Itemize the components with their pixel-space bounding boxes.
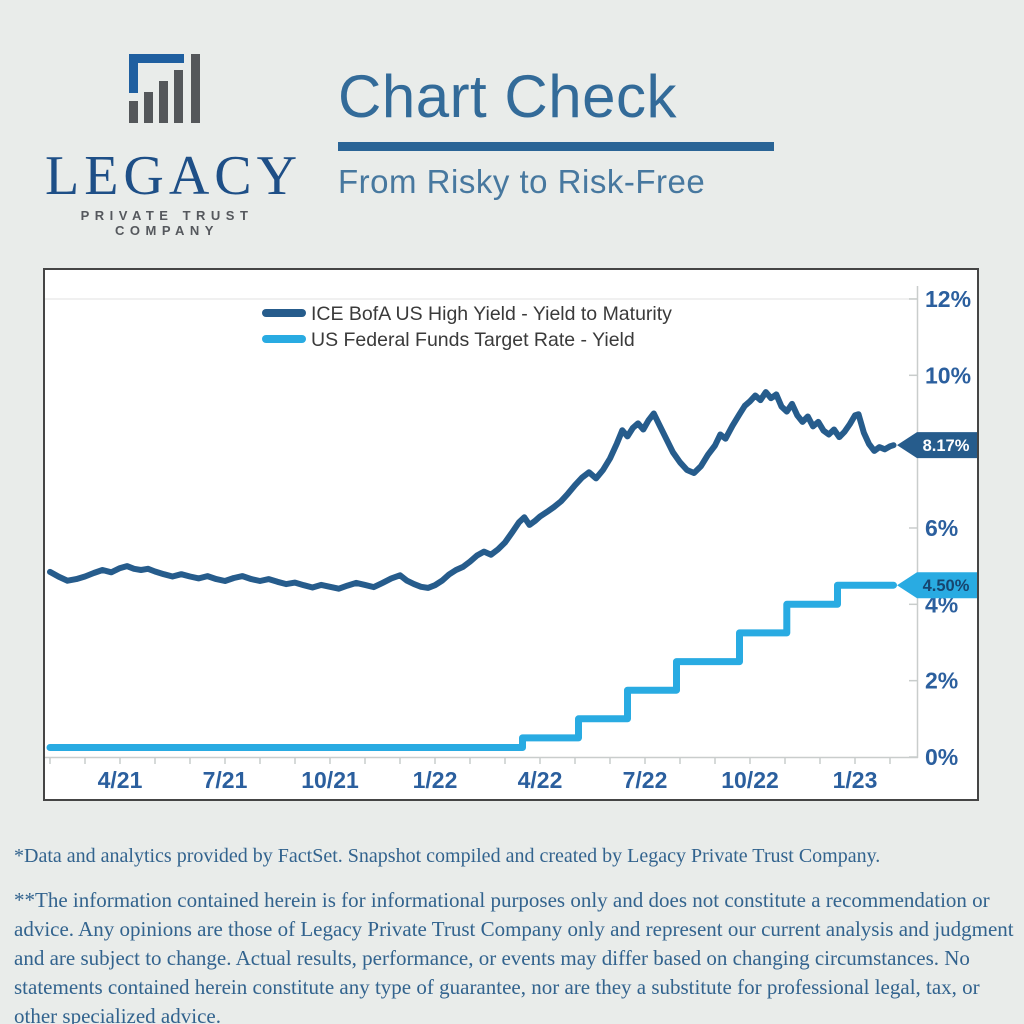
logo-bar-5: [191, 54, 200, 123]
legend-label-0: ICE BofA US High Yield - Yield to Maturi…: [311, 303, 672, 325]
callout-label-1: 4.50%: [923, 577, 970, 595]
x-tick-label: 4/22: [518, 767, 563, 793]
x-tick-label: 7/22: [623, 767, 668, 793]
logo-bar-1: [129, 101, 138, 123]
brand-block: LEGACY PRIVATE TRUST COMPANY: [45, 42, 303, 238]
bar-chart-logo-icon: [129, 54, 200, 123]
page-title: Chart Check: [338, 63, 677, 130]
page-subtitle: From Risky to Risk-Free: [338, 163, 706, 200]
legend-label-1: US Federal Funds Target Rate - Yield: [311, 329, 635, 351]
logo-bar-2: [144, 92, 153, 123]
y-tick-label: 2%: [925, 668, 958, 694]
logo-bracket-top: [129, 54, 184, 63]
y-tick-label: 12%: [925, 286, 971, 312]
x-tick-label: 7/21: [203, 767, 248, 793]
x-tick-label: 1/23: [833, 767, 878, 793]
value-callout-0: [897, 432, 977, 459]
y-tick-label: 0%: [925, 744, 958, 770]
yield-chart: 0%2%4%6%10%12%4/21 7/21 10/21 1/22 4/22 7/22 1…: [45, 286, 977, 793]
brand-tagline: PRIVATE TRUST COMPANY: [80, 208, 254, 238]
logo-bar-4: [174, 70, 183, 123]
logo-bar-3: [159, 81, 168, 123]
series-line-0: [47, 389, 897, 592]
callout-label-0: 8.17%: [923, 437, 970, 455]
x-tick-label: 4/21: [98, 767, 143, 793]
series-line-1: [46, 581, 897, 751]
y-tick-label: 10%: [925, 362, 971, 388]
x-tick-label: 1/22: [413, 767, 458, 793]
x-tick-label: 10/22: [721, 767, 779, 793]
y-tick-label: 6%: [925, 515, 958, 541]
brand-wordmark: LEGACY: [45, 145, 303, 207]
logo-bracket-left: [129, 54, 138, 93]
data-source-footnote: *Data and analytics provided by FactSet.…: [14, 845, 881, 867]
chart-card: 0% 2% 4% 6% 10% 12% 4/21 7/21 10/21 1/22 4/22 7/22 1…: [43, 268, 979, 801]
title-block: Chart Check From Risky to Risk-Free: [338, 58, 788, 201]
value-callout-1: [897, 572, 977, 599]
x-tick-label: 10/21: [301, 767, 359, 793]
legal-disclaimer: **The information contained herein is fo…: [14, 888, 1014, 1024]
title-rule: [338, 142, 774, 151]
